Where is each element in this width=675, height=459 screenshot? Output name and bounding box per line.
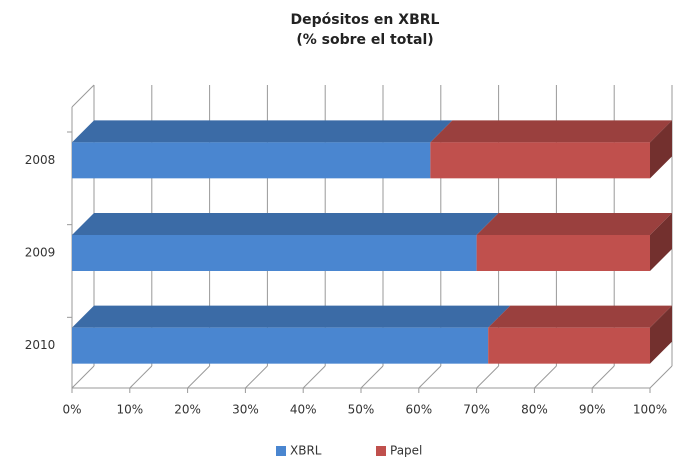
bar xyxy=(72,142,431,179)
bar-top xyxy=(430,120,672,143)
floor-grid-line xyxy=(534,365,557,389)
y-tick-label: 2010 xyxy=(25,338,56,352)
x-tick-label: 100% xyxy=(633,403,667,417)
floor-grid-line xyxy=(591,365,615,389)
legend-swatch xyxy=(276,446,286,456)
left-wall-top xyxy=(71,84,95,108)
legend-label: XBRL xyxy=(290,444,322,458)
bar xyxy=(488,327,650,364)
x-tick-label: 0% xyxy=(62,403,81,417)
bar-top xyxy=(476,213,672,235)
floor-grid-line xyxy=(71,365,95,389)
floor-grid-line xyxy=(649,365,673,389)
legend-label: Papel xyxy=(390,444,422,458)
bar xyxy=(430,142,650,179)
bar-side xyxy=(650,305,672,364)
floor-grid-line xyxy=(187,365,210,389)
x-tick-label: 80% xyxy=(521,403,548,417)
bar-side xyxy=(650,213,672,271)
bar xyxy=(72,327,489,364)
x-tick-label: 40% xyxy=(290,403,317,417)
y-tick-label: 2009 xyxy=(25,246,56,260)
x-tick-label: 70% xyxy=(463,403,490,417)
floor-grid-line xyxy=(129,365,153,389)
floor-grid-line xyxy=(245,365,268,389)
bar-top xyxy=(72,305,511,328)
x-tick-label: 50% xyxy=(348,403,375,417)
bar xyxy=(72,235,477,271)
chart-subtitle: (% sobre el total) xyxy=(296,32,433,48)
floor-grid-line xyxy=(360,365,384,389)
legend-swatch xyxy=(376,446,386,456)
x-tick-label: 90% xyxy=(579,403,606,417)
bar-top xyxy=(488,305,672,328)
y-tick-label: 2008 xyxy=(25,153,56,167)
x-tick-label: 20% xyxy=(174,403,201,417)
bar xyxy=(476,235,650,271)
x-tick-label: 60% xyxy=(405,403,432,417)
bar-top xyxy=(72,213,499,235)
chart-title: Depósitos en XBRL xyxy=(291,12,440,28)
bar-top xyxy=(72,120,453,143)
floor-grid-line xyxy=(418,365,442,389)
bar-side xyxy=(650,120,672,179)
floor-grid-line xyxy=(302,365,326,389)
x-tick-label: 10% xyxy=(116,403,143,417)
floor-grid-line xyxy=(476,365,499,389)
x-tick-label: 30% xyxy=(232,403,259,417)
